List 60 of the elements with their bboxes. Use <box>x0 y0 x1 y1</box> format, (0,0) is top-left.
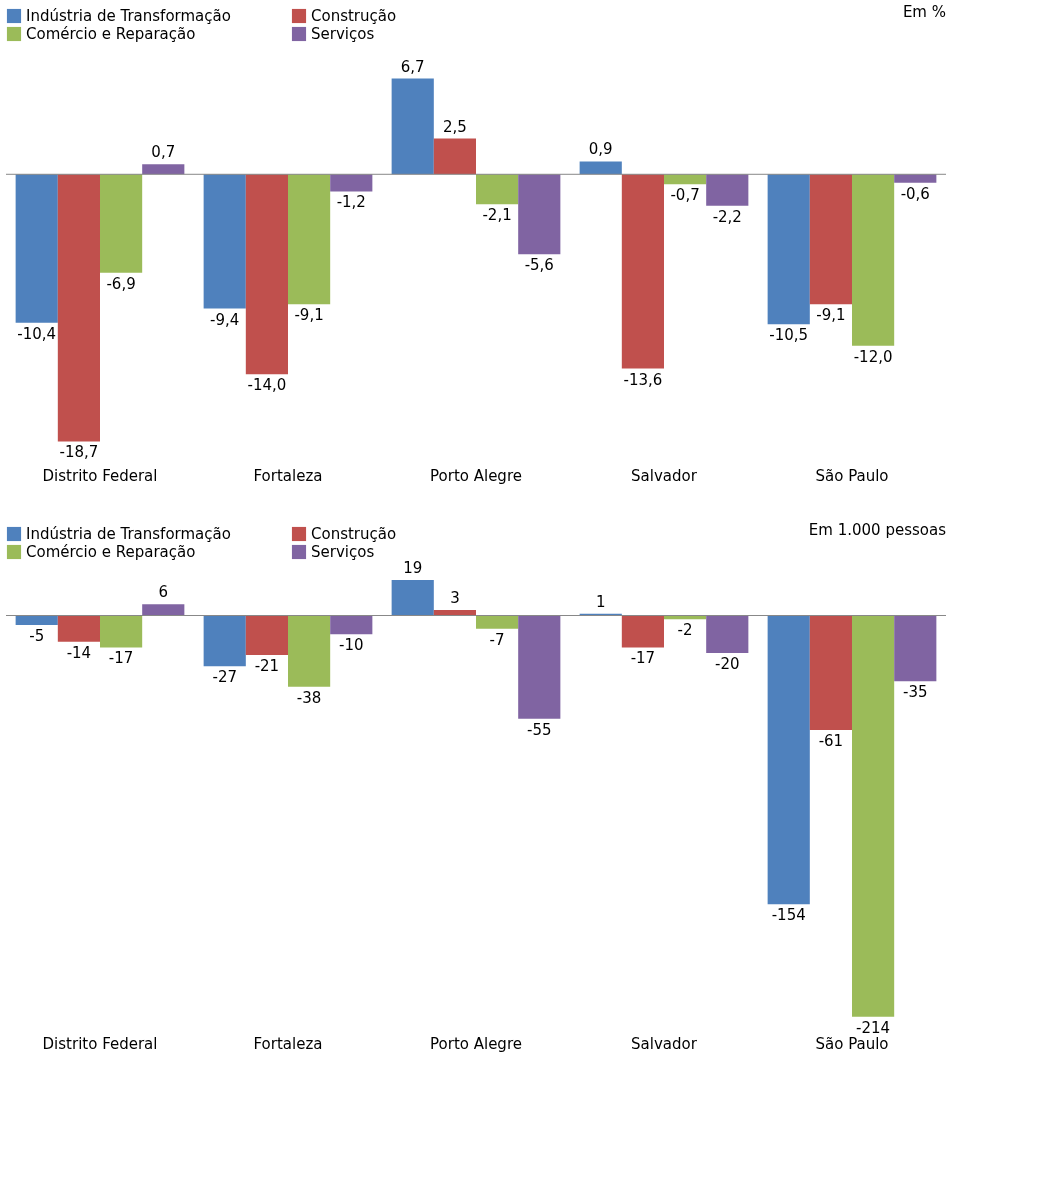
data-label: -5 <box>29 626 45 645</box>
data-label: -9,4 <box>210 310 240 329</box>
data-label: 1 <box>595 592 606 611</box>
data-label: -6,9 <box>106 274 136 293</box>
data-label: -20 <box>715 655 740 673</box>
data-label: -14,0 <box>247 376 287 395</box>
data-label: -2,2 <box>712 207 742 226</box>
data-label: -7 <box>489 630 505 649</box>
data-label: -2 <box>677 621 693 640</box>
data-label: -27 <box>212 668 237 687</box>
data-label: -12,0 <box>853 347 893 366</box>
legend-label: Indústria de Transformação <box>26 525 231 543</box>
data-label: -10 <box>339 636 364 655</box>
legend-label: Serviços <box>311 25 375 43</box>
x-tick-label: Salvador <box>631 1034 698 1053</box>
data-label: 6 <box>158 583 169 602</box>
legend-label: Comércio e Reparação <box>26 543 196 561</box>
data-label: 0,9 <box>588 140 613 159</box>
data-label: -0,6 <box>900 184 930 203</box>
data-label: -214 <box>856 1018 891 1037</box>
data-label: 2,5 <box>442 117 467 136</box>
data-label: -35 <box>903 683 928 702</box>
legend-label: Serviços <box>311 543 375 561</box>
legend-label: Construção <box>311 525 397 543</box>
data-label: -18,7 <box>59 443 99 462</box>
x-tick-label: Porto Alegre <box>430 1034 522 1053</box>
data-label: -17 <box>630 649 656 668</box>
text: Em % <box>902 3 946 21</box>
data-label: -17 <box>108 649 134 668</box>
data-label: -38 <box>296 688 322 707</box>
x-tick-label: São Paulo <box>815 466 889 485</box>
x-tick-label: Fortaleza <box>253 466 323 485</box>
data-label: 6,7 <box>400 57 425 76</box>
data-label: -2,1 <box>482 206 512 225</box>
text: Em 1.000 pessoas <box>808 521 947 539</box>
data-label: 3 <box>450 588 460 607</box>
data-label: 19 <box>403 558 423 577</box>
x-tick-label: Distrito Federal <box>42 1034 158 1053</box>
data-label: -10,4 <box>17 324 57 343</box>
legend-label: Comércio e Reparação <box>26 25 196 43</box>
data-label: -154 <box>771 906 806 925</box>
data-label: -14 <box>66 643 92 662</box>
data-label: -55 <box>527 720 552 739</box>
x-tick-label: São Paulo <box>815 1034 889 1053</box>
x-tick-label: Salvador <box>631 466 698 485</box>
x-tick-label: Porto Alegre <box>430 466 522 485</box>
data-label: -9,1 <box>816 306 846 325</box>
data-label: -61 <box>818 731 844 750</box>
data-label: 0,7 <box>151 143 176 162</box>
data-label: -21 <box>254 656 280 675</box>
data-label: -9,1 <box>294 306 324 325</box>
x-tick-label: Distrito Federal <box>42 466 158 485</box>
data-label: -5,6 <box>524 256 554 275</box>
data-label: -0,7 <box>670 186 700 205</box>
x-tick-label: Fortaleza <box>253 1034 323 1053</box>
legend-label: Indústria de Transformação <box>26 7 231 25</box>
data-label: -13,6 <box>623 370 663 389</box>
data-label: -1,2 <box>336 193 366 212</box>
data-label: -10,5 <box>769 326 809 345</box>
legend-label: Construção <box>311 7 397 25</box>
